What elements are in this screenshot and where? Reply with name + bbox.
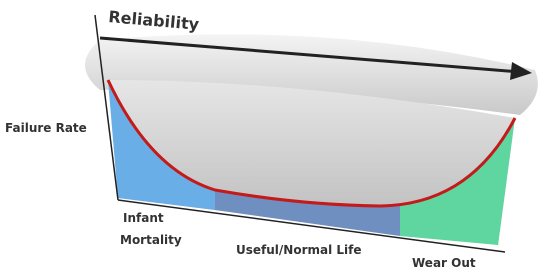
phase-label: Mortality xyxy=(120,233,182,247)
phase-label: Wear Out xyxy=(412,256,476,270)
arrow-label: Reliability xyxy=(108,7,201,34)
bathtub-diagram: Reliability Failure Rate Infant Mortalit… xyxy=(0,0,545,273)
vertical-label: Failure Rate xyxy=(5,121,87,135)
phase-label: Useful/Normal Life xyxy=(236,243,362,257)
phase-label: Infant xyxy=(123,211,164,225)
